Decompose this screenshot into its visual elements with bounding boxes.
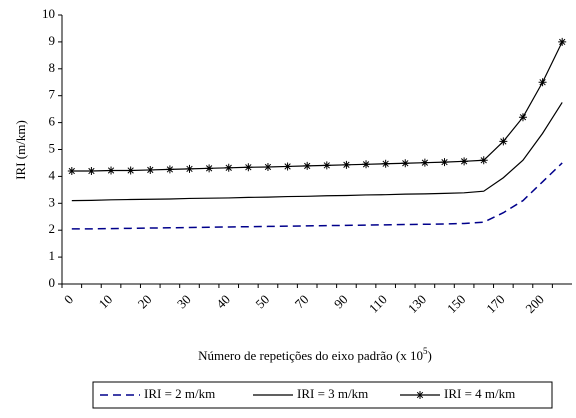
x-axis-label-exponent: 5: [423, 346, 428, 356]
y-tick-label: 3: [49, 194, 56, 209]
marker: [401, 159, 410, 168]
marker: [558, 37, 567, 46]
y-tick-label: 2: [49, 221, 56, 236]
legend-marker: [416, 391, 424, 399]
x-tick-label: 0: [61, 292, 76, 307]
x-tick-label: 10: [95, 292, 115, 312]
x-axis-label-text: Número de repetições do eixo padrão (x 1…: [198, 348, 423, 363]
x-axis-label-end: ): [428, 348, 432, 363]
legend-label: IRI = 3 m/km: [297, 386, 368, 401]
marker: [460, 157, 469, 166]
x-tick-label: 20: [135, 292, 155, 312]
x-tick-label: 150: [444, 292, 468, 316]
marker: [67, 167, 76, 176]
x-tick-label: 50: [252, 292, 272, 312]
x-axis-label: Número de repetições do eixo padrão (x 1…: [198, 346, 432, 363]
y-tick-label: 9: [49, 33, 56, 48]
marker: [362, 160, 371, 169]
marker: [165, 165, 174, 174]
series-line: [71, 102, 563, 202]
x-tick-label: 130: [405, 292, 429, 316]
marker: [479, 156, 488, 165]
x-tick-label: 200: [522, 292, 546, 316]
y-tick-label: 1: [49, 248, 56, 263]
marker: [263, 162, 272, 171]
marker: [518, 113, 527, 122]
marker: [205, 164, 214, 173]
y-tick-label: 10: [42, 6, 55, 21]
marker: [322, 161, 331, 170]
y-tick-label: 6: [49, 114, 56, 129]
marker: [146, 165, 155, 174]
marker: [185, 164, 194, 173]
y-tick-label: 5: [49, 140, 56, 155]
marker: [303, 161, 312, 170]
marker: [342, 160, 351, 169]
marker: [283, 162, 292, 171]
marker: [538, 78, 547, 87]
x-tick-label: 70: [292, 292, 312, 312]
x-tick-label: 30: [174, 292, 194, 312]
series-line: [71, 41, 563, 172]
legend-label: IRI = 4 m/km: [444, 386, 515, 401]
y-tick-label: 8: [49, 60, 56, 75]
x-tick-label: 90: [331, 292, 351, 312]
marker: [87, 167, 96, 176]
marker: [224, 163, 233, 172]
legend-label: IRI = 2 m/km: [144, 386, 215, 401]
y-tick-label: 0: [49, 275, 56, 290]
y-axis-label: IRI (m/km): [13, 120, 28, 180]
marker: [420, 158, 429, 167]
marker: [107, 166, 116, 175]
x-tick-label: 110: [366, 292, 390, 316]
marker: [440, 158, 449, 167]
marker: [381, 159, 390, 168]
x-tick-label: 40: [213, 292, 233, 312]
y-tick-label: 7: [49, 87, 56, 102]
x-tick-label: 170: [483, 292, 507, 316]
marker: [126, 166, 135, 175]
marker: [499, 137, 508, 146]
legend-box: [92, 381, 553, 409]
marker: [244, 163, 253, 172]
series-line: [71, 162, 563, 230]
y-tick-label: 4: [49, 167, 56, 182]
